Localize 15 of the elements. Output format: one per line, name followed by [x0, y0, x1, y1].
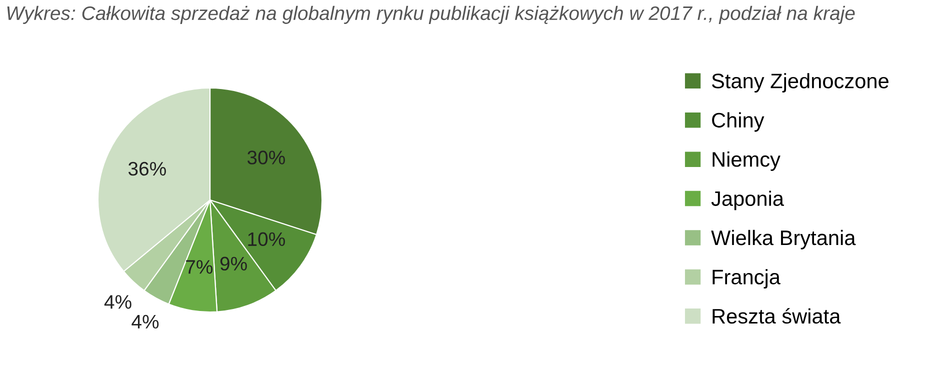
- legend-label: Wielka Brytania: [711, 230, 856, 250]
- data-label: 10%: [248, 232, 285, 246]
- chart-title: Wykres: Całkowita sprzedaż na globalnym rynku publikacji książkowych w 2017 r., podział na kraje: [7, 6, 855, 24]
- legend-label: Japonia: [711, 190, 784, 210]
- legend-label: Stany Zjednoczone: [712, 73, 888, 92]
- data-label: 7%: [186, 260, 212, 274]
- data-label: 30%: [247, 150, 285, 164]
- data-label: 4%: [104, 295, 132, 309]
- legend-label: Francja: [712, 269, 780, 289]
- data-label: 36%: [128, 162, 166, 176]
- legend-label: Chiny: [712, 112, 764, 132]
- data-label: 9%: [220, 256, 247, 271]
- legend-label: Reszta świata: [712, 308, 841, 324]
- data-label: 4%: [132, 314, 159, 329]
- legend-label: Niemcy: [712, 151, 780, 171]
